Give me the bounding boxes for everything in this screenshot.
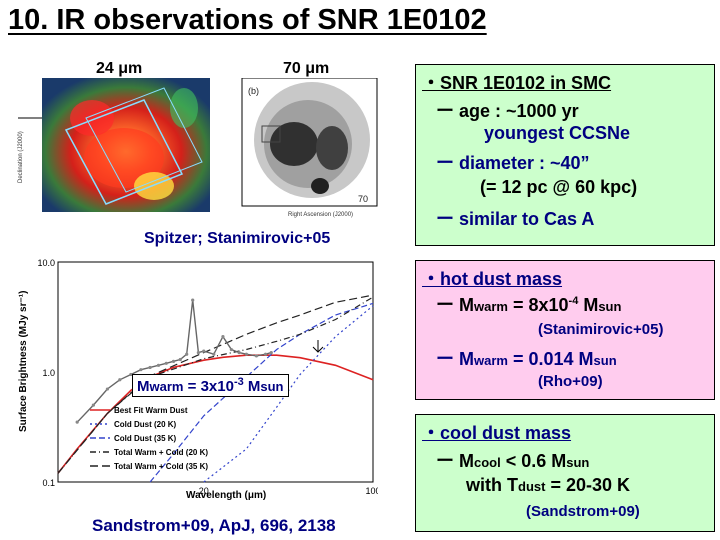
snr-age-note: youngest CCSNe — [484, 123, 631, 143]
warm-unit-sub: sun — [260, 379, 284, 394]
box-cool-dust: ・cool dust mass ー Mcool < 0.6 Msun with … — [415, 414, 715, 532]
spectrum-point — [164, 361, 168, 365]
upper-limit-arrow — [312, 340, 324, 353]
hot-dust-heading: ・hot dust mass — [422, 269, 563, 289]
snr-age: ー age : ~1000 yr — [436, 101, 579, 121]
image-24um: Declination (J2000) — [18, 78, 210, 212]
image-70um: (b) 70 Right Ascension (J2000) — [241, 78, 378, 218]
hd1-warm: warm — [474, 299, 508, 314]
warm-sub: warm — [149, 379, 184, 394]
spectrum-point — [91, 403, 95, 407]
snr-similar: ー similar to Cas A — [436, 209, 595, 229]
spectrum-point — [229, 347, 233, 352]
label-70um: 70 μm — [283, 60, 330, 77]
spectrum-point — [202, 349, 206, 353]
spectrum-point — [148, 365, 152, 370]
y-tick-label: 10.0 — [37, 258, 55, 268]
spectrum-point — [269, 351, 273, 355]
x-axis-label: Wavelength (μm) — [186, 490, 266, 500]
cool-dust-temp: with Tdust = 20-30 K — [466, 475, 630, 496]
hot-dust-ref-2: (Rho+09) — [538, 373, 603, 390]
spectrum-point — [221, 334, 225, 339]
spectrum-point — [244, 352, 249, 356]
legend-label: Cold Dust (35 K) — [114, 434, 177, 443]
y-tick-label: 0.1 — [42, 478, 55, 488]
spectrum-point — [156, 363, 161, 367]
hot-dust-mass-1: ー Mwarm = 8x10-4 Msun — [436, 291, 621, 317]
spectrum-point — [212, 352, 216, 356]
warm-unit: M — [243, 378, 261, 395]
legend-label: Total Warm + Cold (20 K) — [114, 448, 208, 457]
legend-label: Cold Dust (20 K) — [114, 420, 177, 429]
spectrum-point — [254, 354, 259, 358]
cd-m: ー M — [436, 451, 474, 471]
hd2-warm: warm — [474, 353, 508, 368]
cd-eq2: = 20-30 K — [545, 475, 631, 495]
series-4 — [57, 294, 374, 474]
legend: Best Fit Warm Dust Cold Dust (20 K) Cold D… — [90, 406, 208, 471]
spectrum-point — [191, 298, 195, 302]
cd-eq: < 0.6 M — [500, 451, 567, 471]
y-axis-label: Surface Brightness (MJy sr⁻¹) — [18, 291, 29, 432]
hd1-unit: M — [578, 295, 599, 315]
spectrum-point — [178, 357, 182, 362]
spectrum-point — [237, 351, 241, 355]
hd1-sun: sun — [598, 299, 622, 314]
spectrum-point — [105, 387, 110, 391]
hd2-m: ー M — [436, 349, 474, 369]
sandstrom-credit: Sandstrom+09, ApJ, 696, 2138 — [92, 516, 336, 535]
snr-heading: ・SNR 1E0102 in SMC — [422, 73, 612, 93]
spitzer-credit: Spitzer; Stanimirovic+05 — [144, 230, 331, 247]
cd-sun: sun — [566, 455, 590, 470]
cd-dust: dust — [518, 479, 546, 494]
x-tick-label: 20 — [199, 486, 209, 496]
legend-label: Total Warm + Cold (35 K) — [114, 462, 208, 471]
cool-dust-ref: (Sandstrom+09) — [526, 503, 640, 520]
box-snr-info: ・SNR 1E0102 in SMC ー age : ~1000 yr youn… — [415, 64, 715, 246]
hd2-eq: = 0.014 M — [507, 349, 594, 369]
series-2 — [149, 302, 374, 483]
hd2-sun: sun — [593, 353, 617, 368]
spectrum-point — [118, 378, 122, 382]
spectrum-point — [196, 351, 200, 355]
cd-with: with T — [466, 475, 518, 495]
spectrum-point — [185, 352, 189, 356]
sed-plot: 10.0 1.0 0.1 20 100 Surface Brightness (MJy … — [18, 258, 378, 500]
label-24um: 24 μm — [96, 60, 143, 77]
warm-mass-box: Mwarm = 3x10-3 Msun — [132, 374, 289, 397]
plot-frame — [57, 261, 374, 483]
spectrum-point — [139, 368, 143, 372]
spectrum-point — [171, 359, 176, 363]
warm-m: M — [137, 378, 150, 395]
cool-dust-heading: ・cool dust mass — [422, 423, 572, 443]
hot-dust-ref-1: (Stanimirovic+05) — [538, 321, 664, 338]
panel-70-label: 70 — [358, 194, 368, 204]
cd-cool: cool — [474, 455, 501, 470]
spectrum-point — [129, 372, 133, 377]
hd1-exp: -4 — [568, 295, 579, 307]
panel-b-label: (b) — [248, 86, 259, 96]
legend-label: Best Fit Warm Dust — [114, 406, 188, 415]
warm-eq: = 3x10 — [183, 378, 234, 395]
x-tick-label: 100 — [365, 486, 378, 496]
spectrum-point — [75, 420, 79, 424]
box-hot-dust: ・hot dust mass ー Mwarm = 8x10-4 Msun (St… — [415, 260, 715, 400]
snr-diameter: ー diameter : ~40” — [436, 153, 590, 173]
spectrum-point — [263, 352, 268, 356]
snr-diameter-note: (= 12 pc @ 60 kpc) — [480, 177, 638, 197]
warm-exp: -3 — [233, 376, 244, 388]
hd1-eq: = 8x10 — [507, 295, 569, 315]
y-tick-label: 1.0 — [42, 368, 55, 378]
hd1-m: ー M — [436, 295, 474, 315]
hot-dust-mass-2: ー Mwarm = 0.014 Msun — [436, 345, 617, 371]
axis-y-label: Declination (J2000) — [18, 131, 24, 183]
tick-layer: 10.0 1.0 0.1 20 100 — [37, 258, 378, 496]
slide-title: 10. IR observations of SNR 1E0102 — [8, 4, 487, 36]
axis-x-label: Right Ascension (J2000) — [288, 212, 353, 218]
cool-dust-mass: ー Mcool < 0.6 Msun — [436, 447, 589, 473]
